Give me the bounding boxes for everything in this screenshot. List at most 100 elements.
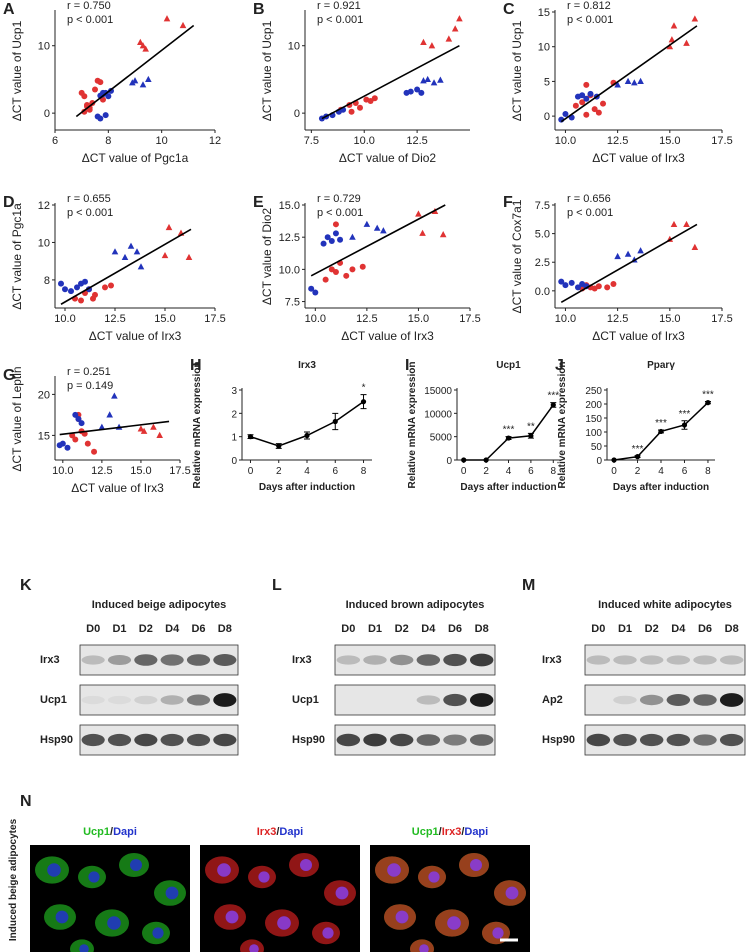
point bbox=[505, 435, 512, 441]
nucleus-overlay bbox=[217, 863, 231, 877]
lane-label: D8 bbox=[218, 623, 232, 635]
blot-strip bbox=[584, 644, 746, 676]
point bbox=[363, 220, 371, 227]
point bbox=[357, 104, 363, 111]
row-label: Hsp90 bbox=[542, 734, 575, 746]
band bbox=[719, 655, 744, 665]
point bbox=[360, 399, 367, 405]
x-tick-label: 10.0 bbox=[305, 313, 326, 325]
panel-letter: L bbox=[272, 577, 282, 594]
x-tick-label: 2 bbox=[483, 466, 489, 477]
nucleus-overlay bbox=[419, 944, 429, 952]
point bbox=[670, 22, 678, 29]
band bbox=[160, 695, 184, 705]
x-tick-label: 17.5 bbox=[459, 313, 480, 325]
stat-annotation: p < 0.001 bbox=[317, 14, 363, 26]
y-tick-label: 10000 bbox=[424, 409, 452, 420]
chart-title: Irx3 bbox=[298, 360, 316, 371]
blot-strip bbox=[334, 684, 496, 716]
stat-annotation: p < 0.001 bbox=[567, 14, 613, 26]
band bbox=[443, 653, 467, 667]
significance: *** bbox=[655, 418, 667, 429]
point bbox=[683, 39, 690, 46]
y-axis-label: ΔCT value of Dio2 bbox=[260, 208, 274, 305]
point bbox=[139, 42, 147, 49]
lane-label: D6 bbox=[698, 623, 712, 635]
point bbox=[380, 227, 387, 234]
point bbox=[456, 15, 463, 22]
point bbox=[78, 297, 84, 304]
band bbox=[160, 654, 184, 666]
x-tick-label: 2 bbox=[635, 466, 641, 477]
point bbox=[312, 289, 319, 296]
band bbox=[693, 694, 717, 706]
x-axis-label: ΔCT value of Irx3 bbox=[71, 481, 164, 495]
fit-line bbox=[321, 45, 460, 120]
band bbox=[586, 733, 611, 747]
lane-label: D0 bbox=[591, 623, 605, 635]
nucleus bbox=[130, 859, 142, 871]
nucleus-overlay bbox=[428, 871, 440, 883]
x-tick-label: 17.5 bbox=[711, 135, 732, 147]
lane-label: D0 bbox=[86, 623, 100, 635]
stat-annotation: r = 0.750 bbox=[67, 0, 111, 12]
y-tick-label: 0 bbox=[446, 456, 452, 467]
point bbox=[587, 90, 594, 97]
band bbox=[213, 693, 237, 707]
band bbox=[389, 654, 414, 666]
point bbox=[276, 443, 282, 449]
point bbox=[637, 247, 644, 254]
lane-label: D2 bbox=[645, 623, 659, 635]
row-label: Hsp90 bbox=[40, 734, 73, 746]
y-tick-label: 2.5 bbox=[535, 257, 550, 269]
x-tick-label: 10.0 bbox=[52, 465, 73, 477]
lane-label: D4 bbox=[671, 623, 686, 635]
significance: ** bbox=[527, 421, 535, 432]
lane-label: D1 bbox=[618, 623, 632, 635]
stat-annotation: r = 0.729 bbox=[317, 193, 361, 205]
point bbox=[600, 100, 607, 107]
band bbox=[416, 734, 441, 746]
point bbox=[562, 111, 569, 118]
lane-label: D6 bbox=[191, 623, 205, 635]
point bbox=[373, 224, 381, 231]
point bbox=[97, 79, 104, 86]
x-tick-label: 12.5 bbox=[91, 465, 112, 477]
band bbox=[666, 733, 691, 747]
nucleus bbox=[79, 944, 89, 952]
x-tick-label: 17.5 bbox=[711, 313, 732, 325]
y-tick-label: 200 bbox=[585, 400, 602, 411]
point bbox=[64, 444, 71, 451]
point bbox=[691, 15, 699, 22]
point bbox=[322, 276, 329, 283]
x-tick-label: 12.5 bbox=[406, 135, 427, 147]
panel-letter: M bbox=[522, 577, 535, 594]
point bbox=[419, 229, 426, 236]
point bbox=[111, 248, 119, 255]
band bbox=[666, 694, 691, 706]
point bbox=[418, 89, 425, 96]
point bbox=[348, 108, 355, 115]
point bbox=[439, 231, 447, 238]
nucleus-overlay bbox=[492, 927, 504, 939]
point bbox=[58, 280, 64, 287]
panel-letter: A bbox=[3, 1, 15, 18]
y-tick-label: 5.0 bbox=[535, 229, 550, 241]
band bbox=[337, 696, 360, 704]
panel-letter: E bbox=[253, 194, 264, 211]
title-part: Ucp1 bbox=[83, 826, 110, 838]
band bbox=[613, 655, 637, 665]
point bbox=[185, 253, 193, 261]
panel-letter: F bbox=[503, 194, 513, 211]
nucleus bbox=[107, 916, 121, 930]
point bbox=[127, 242, 135, 249]
x-tick-label: 15.0 bbox=[408, 313, 429, 325]
significance: *** bbox=[503, 425, 515, 436]
panel-letter: K bbox=[20, 577, 32, 594]
x-tick-label: 4 bbox=[506, 466, 512, 477]
y-tick-label: 10 bbox=[288, 41, 300, 53]
x-tick-label: 12.5 bbox=[607, 313, 628, 325]
point bbox=[583, 111, 590, 118]
point bbox=[414, 86, 421, 93]
